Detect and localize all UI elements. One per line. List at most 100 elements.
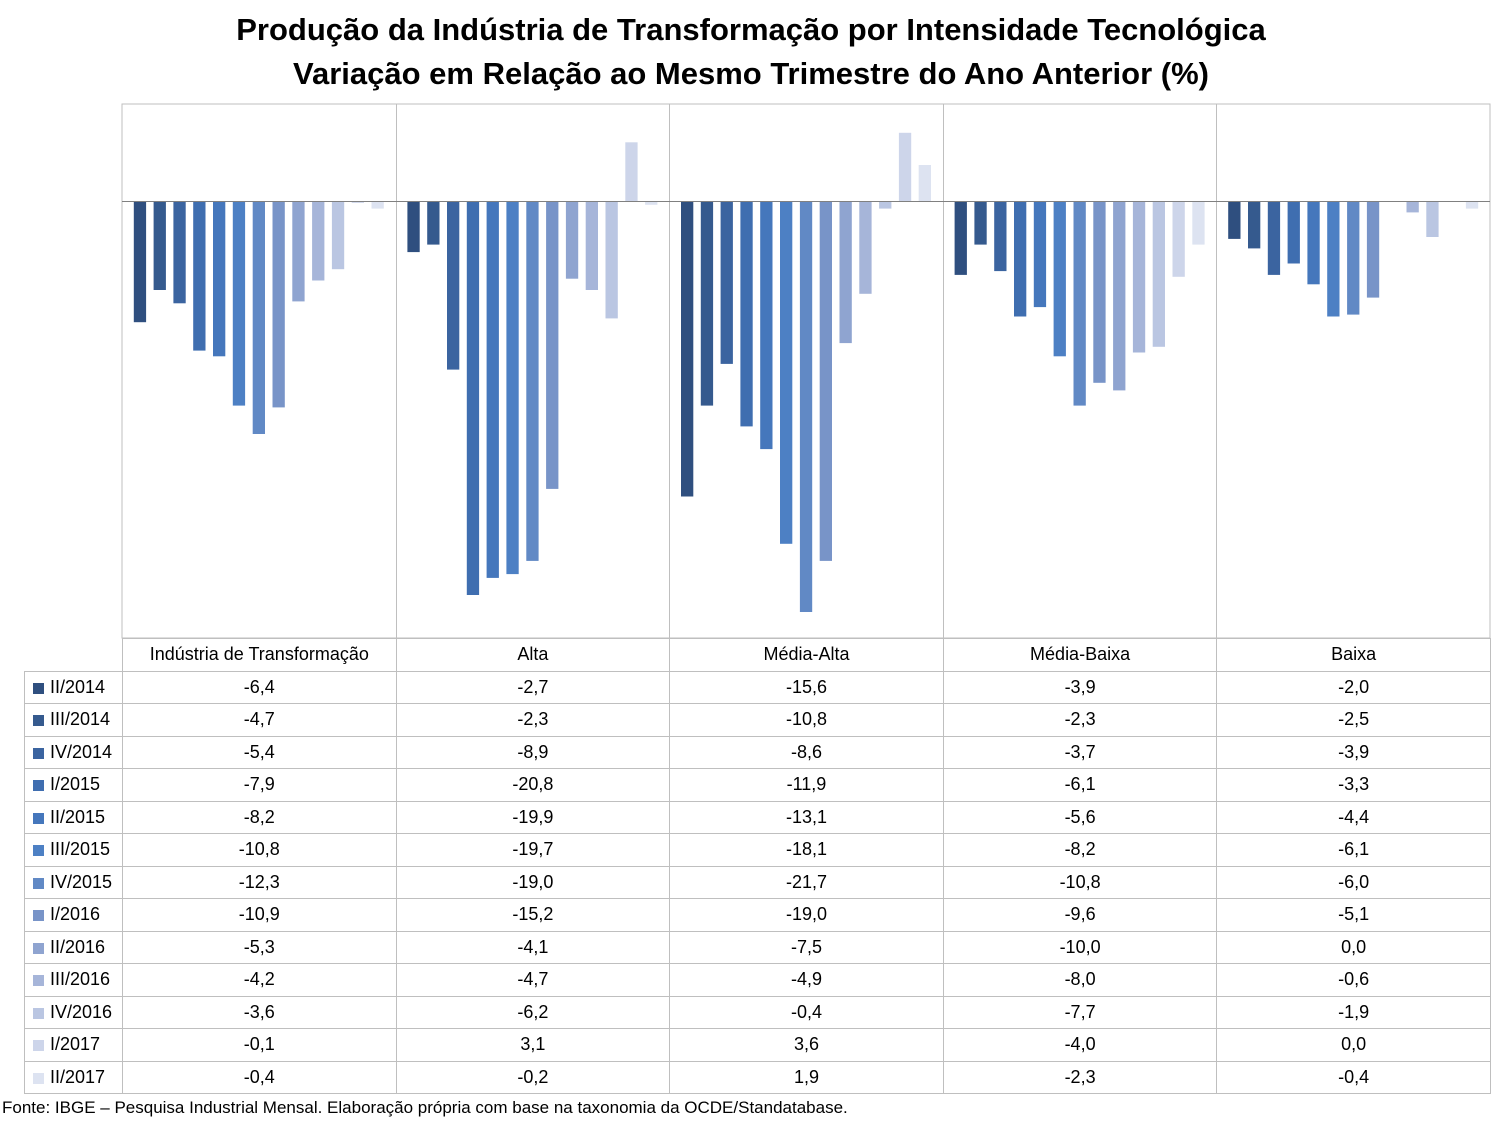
bar — [700, 201, 714, 406]
bar — [486, 201, 499, 578]
legend-entry: II/2015 — [24, 800, 123, 834]
data-value-cell: -2,3 — [942, 703, 1218, 737]
data-value-cell: -10,8 — [942, 865, 1218, 899]
data-value-cell: -2,3 — [395, 703, 671, 737]
category-label: Média-Baixa — [942, 638, 1218, 672]
table-row: IV/2016 -3,6 -6,2 -0,4 -7,7 -1,9 — [24, 995, 1491, 1029]
legend-entry: IV/2015 — [24, 865, 123, 899]
legend-swatch-icon — [33, 715, 44, 727]
legend-swatch-icon — [33, 942, 44, 954]
data-value-cell: -8,2 — [942, 833, 1218, 867]
legend-entry: III/2014 — [24, 703, 123, 737]
series-name: II/2016 — [50, 936, 106, 957]
category-label: Baixa — [1216, 638, 1491, 672]
legend-entry: I/2016 — [24, 898, 123, 932]
legend-entry: III/2016 — [24, 963, 123, 997]
table-row: II/2015 -8,2 -19,9 -13,1 -5,6 -4,4 — [24, 800, 1491, 834]
series-name: IV/2015 — [50, 871, 113, 892]
data-value-cell: -2,3 — [942, 1060, 1218, 1094]
data-value-cell: -4,2 — [122, 963, 397, 997]
data-value-cell: -0,6 — [1216, 963, 1491, 997]
legend-swatch-icon — [33, 1072, 44, 1084]
bar — [213, 201, 226, 357]
table-row: III/2016 -4,2 -4,7 -4,9 -8,0 -0,6 — [24, 963, 1491, 997]
data-value-cell: -1,9 — [1216, 995, 1491, 1029]
bar — [1327, 201, 1340, 317]
data-value-cell: -15,6 — [669, 670, 944, 704]
series-name: I/2016 — [50, 904, 101, 925]
bar — [1033, 201, 1047, 308]
data-value-cell: 0,0 — [1216, 930, 1491, 964]
bar — [1228, 201, 1241, 239]
data-value-cell: -19,9 — [395, 800, 671, 834]
bar — [1132, 201, 1146, 353]
data-value-cell: -5,4 — [122, 735, 397, 769]
data-value-cell: -2,5 — [1216, 703, 1491, 737]
legend-swatch-icon — [33, 812, 44, 824]
bar — [605, 201, 618, 319]
data-value-cell: -4,1 — [395, 930, 671, 964]
data-value-cell: -3,3 — [1216, 768, 1491, 802]
data-value-cell: -4,7 — [122, 703, 397, 737]
bar — [1465, 201, 1479, 209]
data-value-cell: -5,3 — [122, 930, 397, 964]
bar — [898, 132, 912, 201]
table-corner — [24, 638, 123, 672]
category-label: Média-Alta — [669, 638, 944, 672]
bar — [1014, 201, 1027, 317]
data-value-cell: -3,9 — [942, 670, 1218, 704]
bar — [1287, 201, 1300, 264]
data-value-cell: -10,0 — [942, 930, 1218, 964]
bar — [546, 201, 559, 489]
table-row: IV/2014 -5,4 -8,9 -8,6 -3,7 -3,9 — [24, 735, 1491, 769]
bar — [839, 201, 852, 344]
legend-entry: III/2015 — [24, 833, 123, 867]
bar — [859, 201, 872, 294]
data-value-cell: -0,2 — [395, 1060, 671, 1094]
table-row: I/2017 -0,1 3,1 3,6 -4,0 0,0 — [24, 1028, 1491, 1062]
data-value-cell: -0,4 — [122, 1060, 397, 1094]
data-value-cell: -6,1 — [942, 768, 1218, 802]
bar — [799, 201, 813, 612]
bar — [272, 201, 285, 408]
bar — [879, 201, 892, 209]
bar — [232, 201, 246, 406]
legend-swatch-icon — [33, 877, 44, 889]
data-value-cell: -6,1 — [1216, 833, 1491, 867]
data-value-cell: -12,3 — [122, 865, 397, 899]
bar-plot-area — [121, 103, 1491, 639]
bar — [407, 201, 420, 253]
data-value-cell: -21,7 — [669, 865, 944, 899]
series-name: IV/2014 — [50, 741, 113, 762]
series-name: II/2015 — [50, 806, 106, 827]
data-value-cell: -4,7 — [395, 963, 671, 997]
data-value-cell: -3,7 — [942, 735, 1218, 769]
legend-entry: II/2016 — [24, 930, 123, 964]
data-value-cell: 0,0 — [1216, 1028, 1491, 1062]
data-value-cell: -8,0 — [942, 963, 1218, 997]
data-value-cell: 1,9 — [669, 1060, 944, 1094]
legend-entry: I/2017 — [24, 1028, 123, 1062]
bar — [720, 201, 733, 364]
series-name: III/2016 — [50, 969, 111, 990]
bar — [1248, 201, 1261, 249]
bar — [427, 201, 440, 245]
series-name: III/2015 — [50, 839, 111, 860]
data-value-cell: -8,6 — [669, 735, 944, 769]
data-value-cell: 3,1 — [395, 1028, 671, 1062]
data-value-cell: -10,8 — [669, 703, 944, 737]
legend-entry: II/2014 — [24, 670, 123, 704]
data-value-cell: -4,0 — [942, 1028, 1218, 1062]
bar — [1152, 201, 1165, 347]
data-value-cell: -4,9 — [669, 963, 944, 997]
data-value-cell: -7,7 — [942, 995, 1218, 1029]
bar — [780, 201, 793, 544]
data-value-cell: -20,8 — [395, 768, 671, 802]
bar — [585, 201, 598, 290]
data-value-cell: -2,0 — [1216, 670, 1491, 704]
table-row: IV/2015 -12,3 -19,0 -21,7 -10,8 -6,0 — [24, 865, 1491, 899]
bar — [918, 165, 931, 201]
bar — [292, 201, 305, 302]
data-value-cell: -19,0 — [669, 898, 944, 932]
bar — [1347, 201, 1360, 315]
